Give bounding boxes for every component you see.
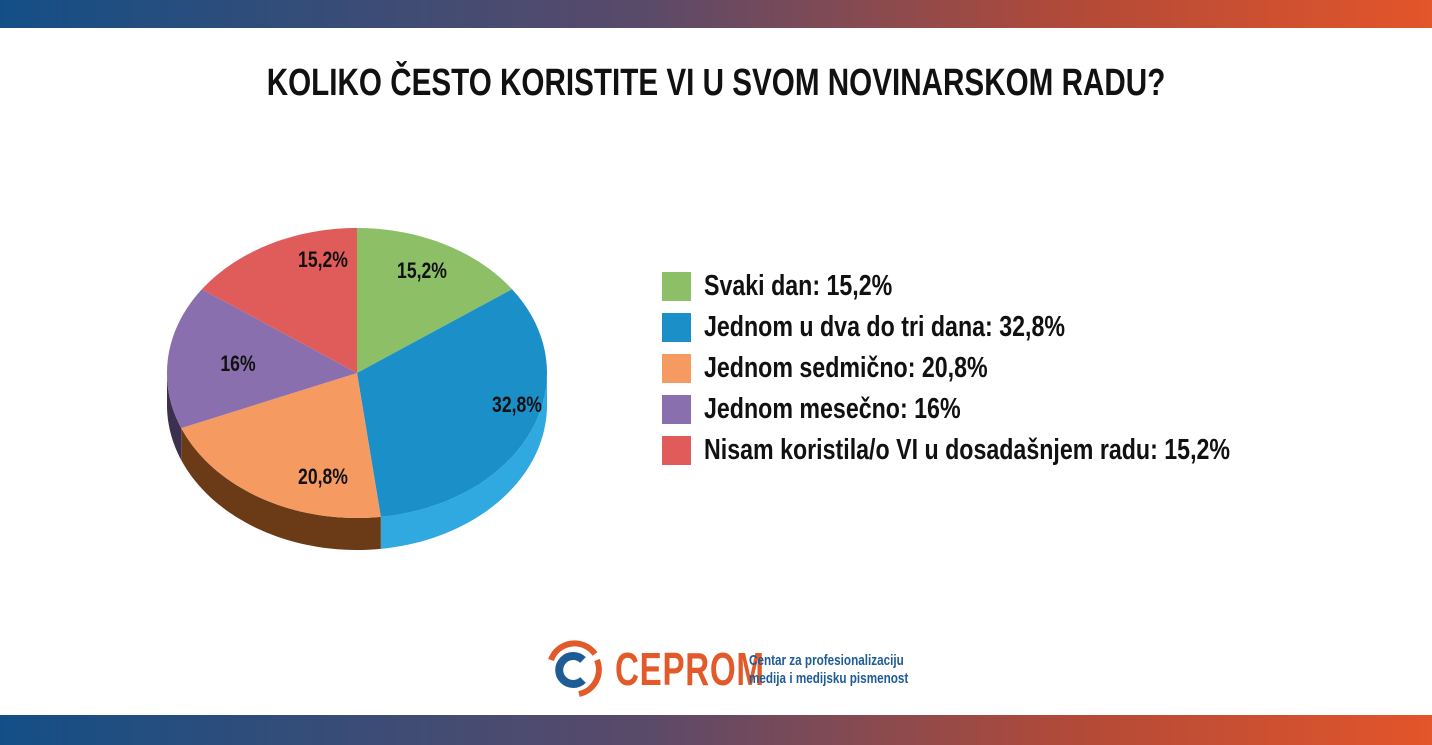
ceprom-logo-icon	[548, 640, 602, 697]
legend: Svaki dan: 15,2% Jednom u dva do tri dana…	[662, 266, 1362, 471]
legend-label: Svaki dan: 15,2%	[704, 270, 893, 302]
legend-label: Jednom mesečno: 16%	[704, 393, 961, 425]
legend-item: Jednom sedmično: 20,8%	[662, 348, 1362, 389]
pie-slice-2	[181, 373, 381, 518]
legend-item: Svaki dan: 15,2%	[662, 266, 1362, 307]
legend-item: Jednom u dva do tri dana: 32,8%	[662, 307, 1362, 348]
chart-title-text: KOLIKO ČESTO KORISTITE VI U SVOM NOVINAR…	[266, 62, 1166, 104]
pie-data-label-3: 16%	[220, 352, 255, 376]
top-gradient-bar	[0, 0, 1432, 28]
chart-title: KOLIKO ČESTO KORISTITE VI U SVOM NOVINAR…	[0, 62, 1432, 105]
pie-data-label-0: 15,2%	[397, 259, 447, 283]
pie-labels: 15,2% 32,8% 20,8% 16% 15,2%	[220, 248, 542, 489]
legend-swatch	[662, 272, 691, 301]
legend-swatch	[662, 395, 691, 424]
ceprom-logo: CEPROM Centar za profesionalizaciju medi…	[545, 640, 953, 698]
legend-item: Nisam koristila/o VI u dosadašnjem radu:…	[662, 430, 1362, 471]
legend-swatch	[662, 436, 691, 465]
legend-item: Jednom mesečno: 16%	[662, 389, 1362, 430]
pie-slice-1	[357, 289, 547, 517]
pie-side-3	[167, 373, 182, 461]
pie-data-label-2: 20,8%	[298, 465, 348, 489]
legend-label: Nisam koristila/o VI u dosadašnjem radu:…	[704, 434, 1231, 466]
legend-label: Jednom u dva do tri dana: 32,8%	[704, 311, 1065, 343]
pie-data-label-4: 15,2%	[298, 248, 348, 272]
legend-swatch	[662, 354, 691, 383]
legend-label: Jednom sedmično: 20,8%	[704, 352, 988, 384]
bottom-gradient-bar	[0, 715, 1432, 745]
pie-slices	[167, 228, 547, 518]
logo-brand-name: CEPROM	[615, 643, 765, 695]
pie-slice-4	[201, 228, 357, 373]
logo-tagline-2: medija i medijsku pismenost	[749, 669, 909, 687]
pie-slice-3	[167, 289, 357, 429]
pie-data-label-1: 32,8%	[492, 393, 542, 417]
logo-tagline-1: Centar za profesionalizaciju	[749, 651, 904, 669]
pie-sides	[167, 373, 547, 550]
legend-swatch	[662, 313, 691, 342]
pie-slice-0	[357, 228, 513, 373]
pie-side-2	[181, 428, 381, 550]
pie-side-1	[380, 373, 547, 549]
